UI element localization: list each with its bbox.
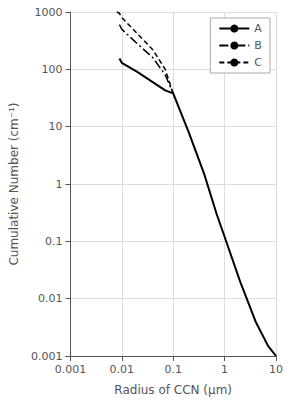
svg-text:10: 10 [269,363,283,376]
svg-text:C: C [254,56,262,69]
svg-text:0.1: 0.1 [45,235,63,248]
svg-text:10: 10 [48,120,62,133]
svg-text:100: 100 [41,63,62,76]
svg-text:1: 1 [221,363,228,376]
svg-text:0.01: 0.01 [110,363,135,376]
svg-text:1: 1 [55,178,62,191]
svg-text:0.1: 0.1 [164,363,182,376]
svg-text:B: B [254,39,262,52]
svg-text:Cumulative Number (cm⁻¹): Cumulative Number (cm⁻¹) [7,102,21,265]
svg-text:A: A [254,22,262,35]
svg-text:0.001: 0.001 [55,363,87,376]
svg-text:1000: 1000 [34,6,62,19]
svg-text:0.01: 0.01 [38,292,63,305]
svg-text:0.001: 0.001 [31,350,63,363]
svg-text:Radius of CCN (μm): Radius of CCN (μm) [114,383,232,397]
